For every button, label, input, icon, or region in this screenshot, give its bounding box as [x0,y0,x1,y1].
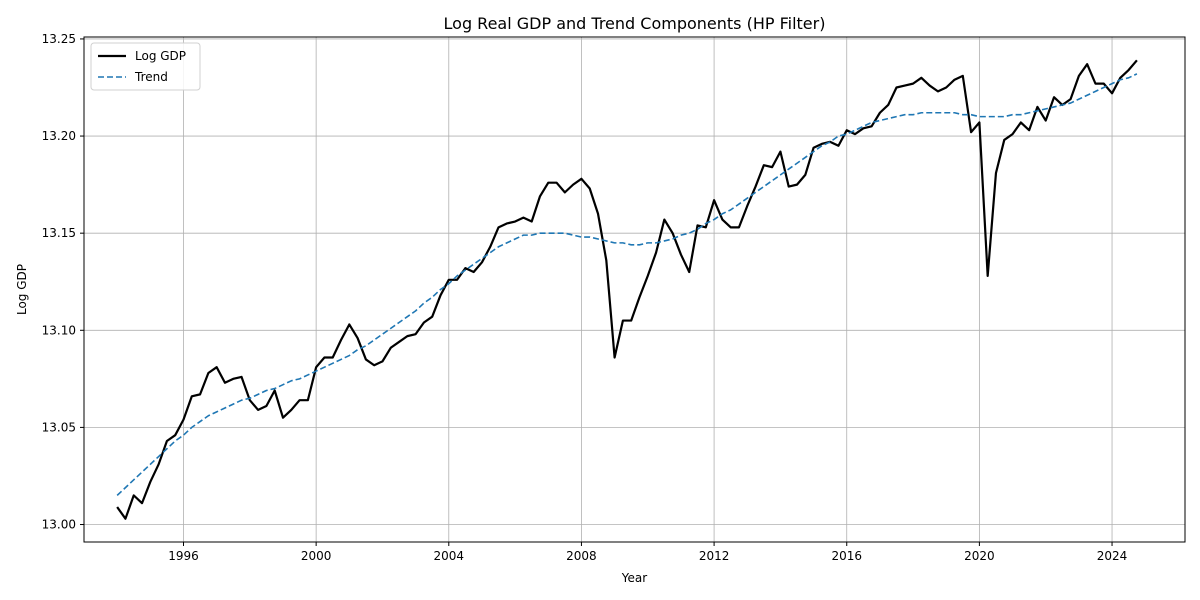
x-tick-label: 2008 [566,549,597,563]
x-tick-label: 1996 [168,549,199,563]
x-tick-label: 2020 [964,549,995,563]
x-axis-ticks: 1996 2000 2004 2008 2012 2016 2020 2024 [168,542,1127,563]
series-line-trend [116,73,1138,496]
x-tick-label: 2004 [434,549,465,563]
series-line-log-gdp [116,59,1138,520]
y-axis-ticks: 13.00 13.05 13.10 13.15 13.20 13.25 [42,32,84,532]
chart-title: Log Real GDP and Trend Components (HP Fi… [444,14,826,33]
x-tick-label: 2024 [1097,549,1128,563]
legend-box [90,42,201,91]
x-tick-label: 2016 [831,549,862,563]
plot-frame [83,36,1186,543]
y-axis-title: Log GDP [15,264,29,315]
legend-items: Log GDP Trend [98,49,186,84]
y-tick-label: 13.00 [42,518,76,532]
y-tick-label: 13.15 [42,226,76,240]
grid [84,37,1185,542]
legend-label: Trend [134,70,168,84]
y-tick-label: 13.25 [42,32,76,46]
y-tick-label: 13.20 [42,129,76,143]
x-tick-label: 2012 [699,549,730,563]
y-tick-label: 13.05 [42,420,76,434]
y-tick-label: 13.10 [42,323,76,337]
x-tick-label: 2000 [301,549,332,563]
plot-series [116,59,1138,520]
x-axis-title: Year [621,571,647,585]
legend-label: Log GDP [135,49,186,63]
legend: Log GDP Trend [90,42,201,91]
